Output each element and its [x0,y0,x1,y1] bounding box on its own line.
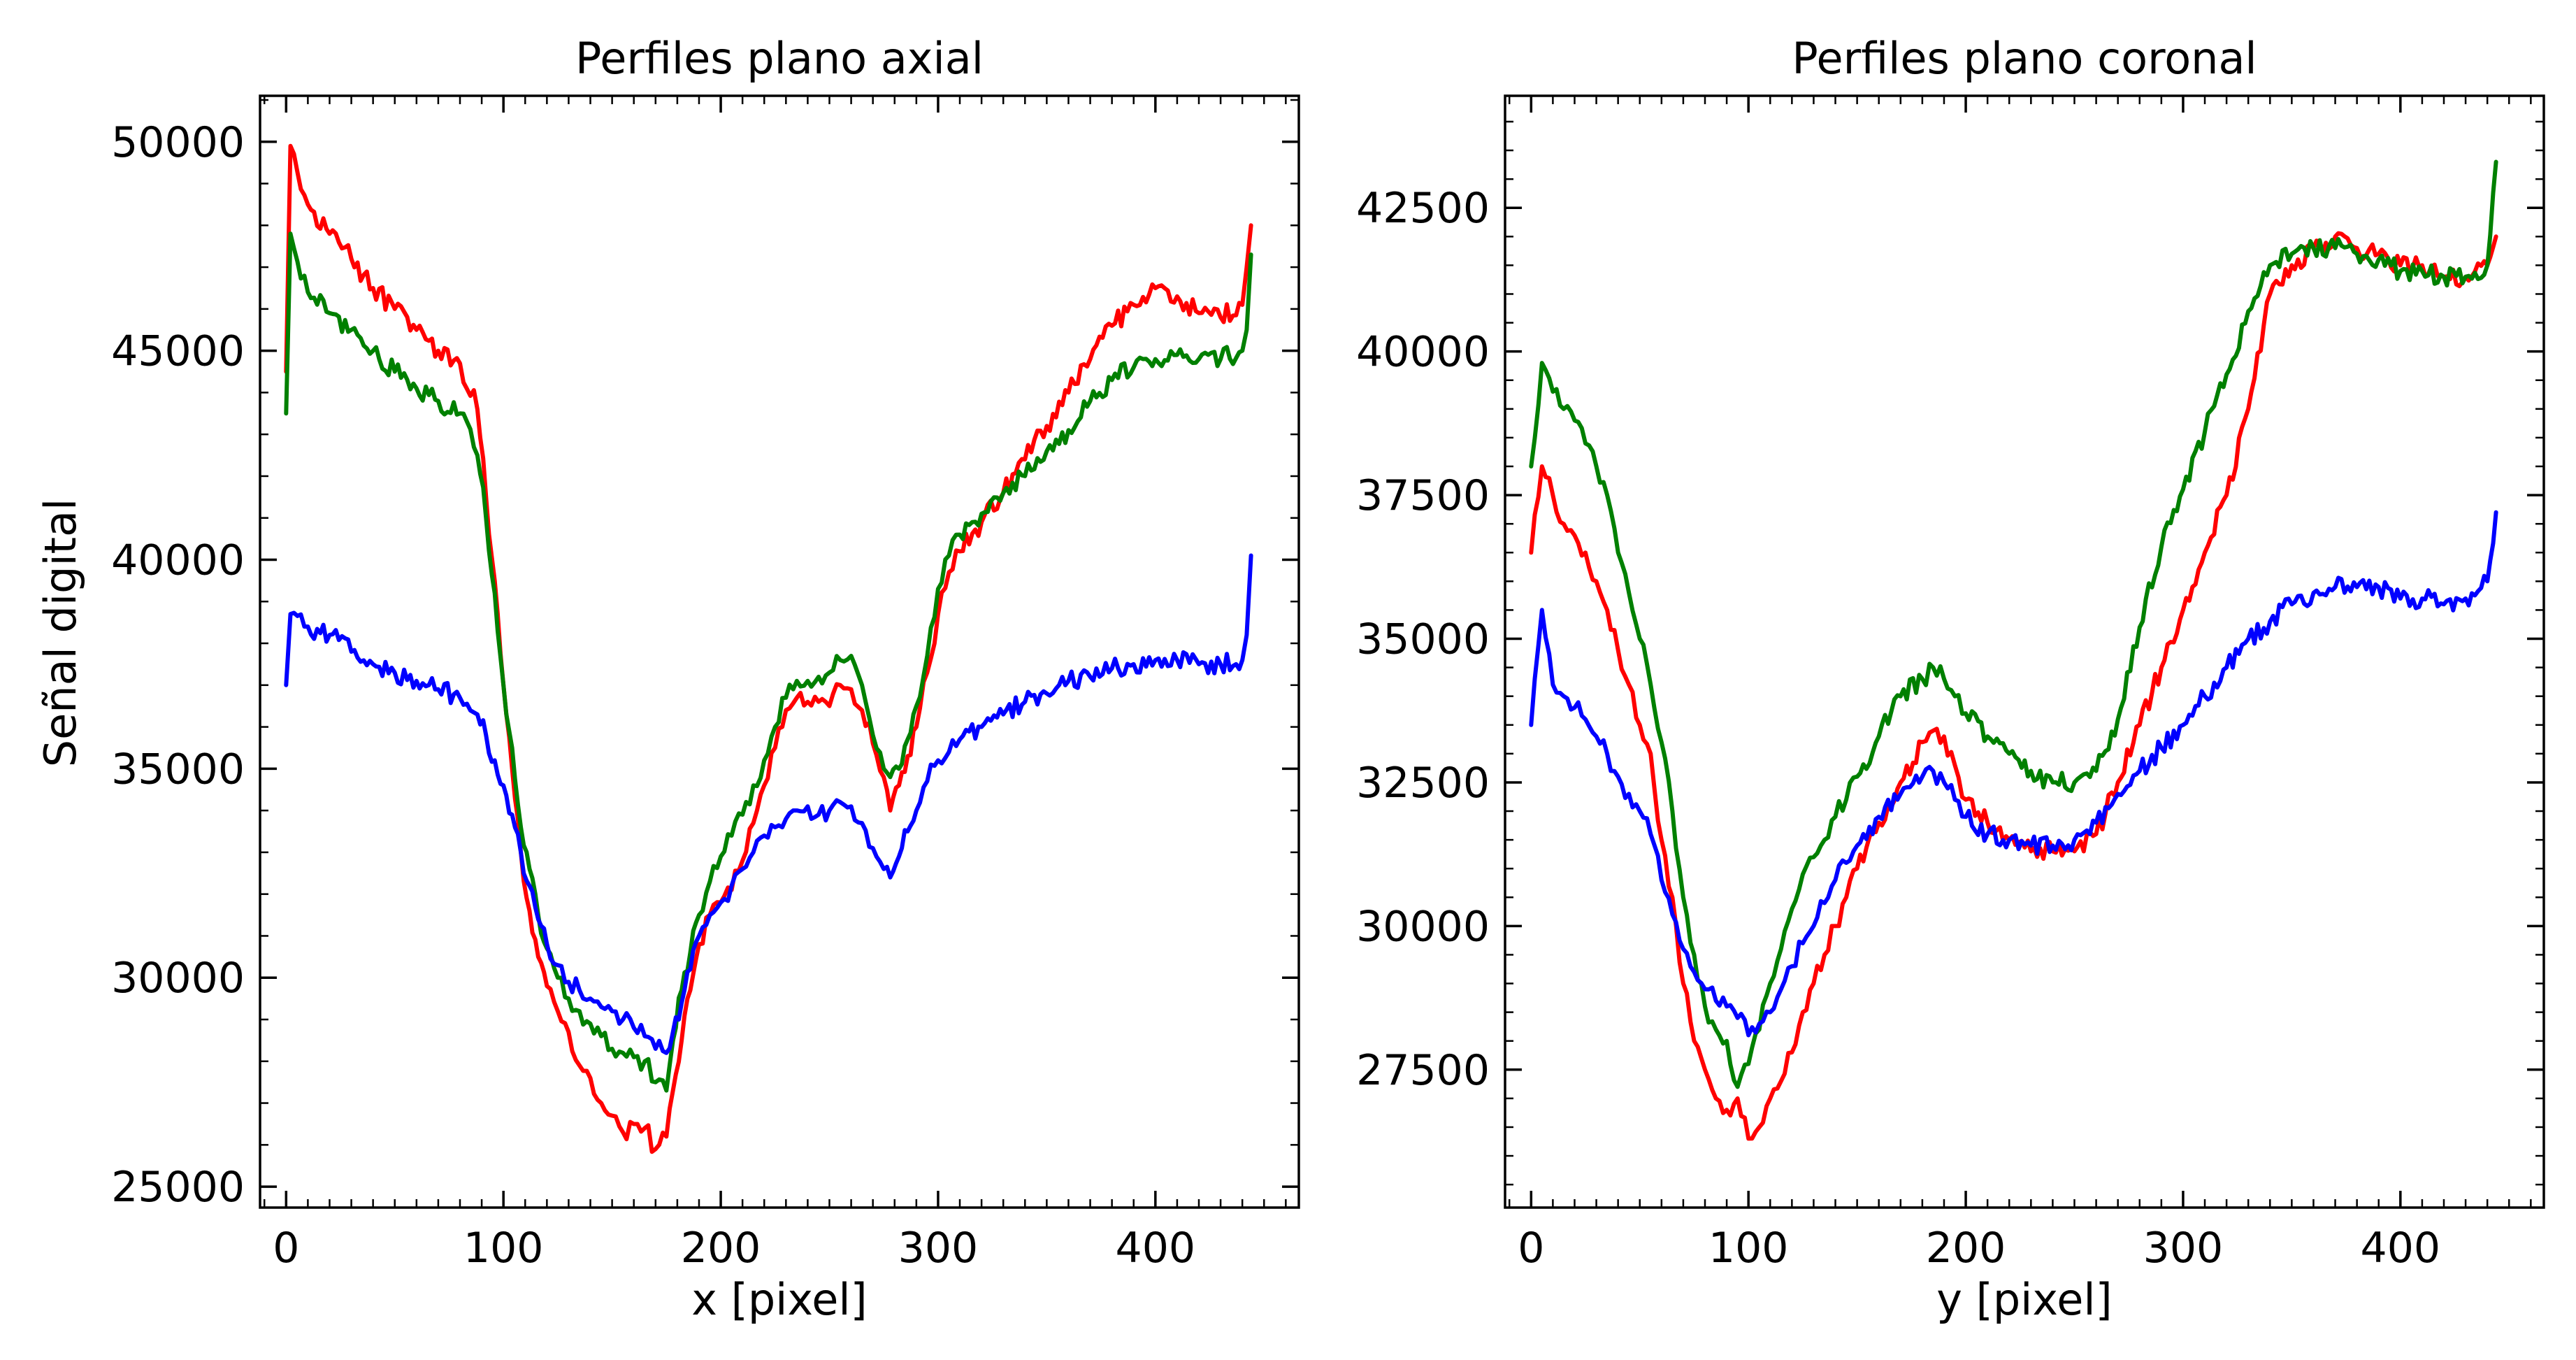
x-tick-label-axial: 300 [898,1224,979,1273]
y-tick-label-coronal: 32500 [1356,759,1490,808]
y-tick-label-axial: 35000 [111,745,245,794]
chart-title-coronal: Perfiles plano coronal [1792,33,2257,84]
ticks-group-axial: 0 100 200 300 400 25000 30000 35000 40000 45000 50… [111,96,1299,1273]
y-tick-label-coronal: 37500 [1356,471,1490,520]
y-tick-label-coronal: 42500 [1356,184,1490,233]
x-tick-label-axial: 200 [681,1224,761,1273]
x-tick-label-coronal: 400 [2361,1224,2441,1273]
x-tick-label-axial: 400 [1116,1224,1196,1273]
series-line-axial-1 [284,143,1253,1154]
y-tick-label-axial: 30000 [111,954,245,1003]
y-tick-label-coronal: 30000 [1356,902,1490,951]
chart-title-axial: Perfiles plano axial [575,33,984,84]
series-line-axial-2 [284,231,1253,1093]
series-line-coronal-3 [1529,510,2498,1038]
y-tick-label-coronal: 40000 [1356,328,1490,377]
y-tick-label-axial: 50000 [111,118,245,167]
axes-axial: Perfiles plano axial Señal digital x [pi… [35,33,1300,1325]
axes-coronal: Perfiles plano coronal y [pixel] 0 100 200… [1356,33,2545,1325]
x-tick-label-coronal: 300 [2143,1224,2224,1273]
series-line-coronal-2 [1529,159,2498,1089]
series-group-coronal [1529,159,2498,1141]
plot-frame-coronal [1504,94,2545,1209]
x-tick-label-coronal: 0 [1518,1224,1544,1273]
x-axis-label-coronal: y [pixel] [1936,1274,2113,1325]
y-tick-label-axial: 45000 [111,327,245,376]
y-tick-label-axial: 40000 [111,536,245,585]
x-tick-label-axial: 100 [463,1224,544,1273]
x-tick-label-coronal: 200 [1926,1224,2006,1273]
ticks-group-coronal: 0 100 200 300 400 27500 30000 32500 35000 37500 40… [1356,96,2544,1273]
x-tick-label-coronal: 100 [1708,1224,1789,1273]
series-line-axial-3 [284,553,1253,1055]
y-tick-label-axial: 25000 [111,1163,245,1212]
plot-frame-axial [259,94,1300,1209]
y-axis-label-axial: Señal digital [35,499,86,767]
series-group-axial [284,143,1253,1154]
y-tick-label-coronal: 35000 [1356,615,1490,664]
x-axis-label-axial: x [pixel] [691,1274,868,1325]
x-tick-label-axial: 0 [273,1224,299,1273]
y-tick-label-coronal: 27500 [1356,1046,1490,1095]
